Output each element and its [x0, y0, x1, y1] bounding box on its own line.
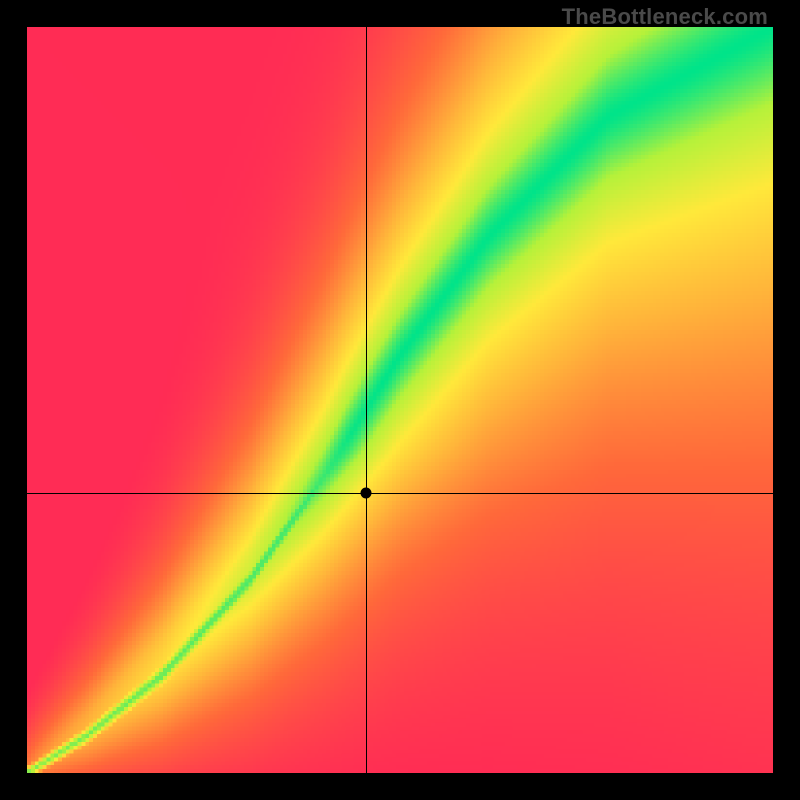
- chart-container: TheBottleneck.com: [0, 0, 800, 800]
- crosshair-vertical: [366, 27, 368, 773]
- selection-marker: [361, 488, 372, 499]
- watermark-text: TheBottleneck.com: [562, 4, 768, 30]
- crosshair-horizontal: [27, 493, 773, 495]
- heatmap-plot: [27, 27, 773, 773]
- heatmap-canvas: [27, 27, 773, 773]
